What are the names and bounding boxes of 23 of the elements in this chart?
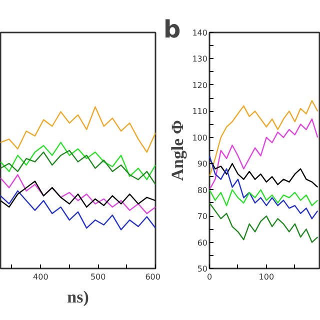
x-axis-title: ns) [67,288,89,306]
x-tick-label: 100 [258,272,274,282]
y-tick-label: 50 [197,264,208,274]
y-tick-label: 110 [192,107,208,116]
x-tick-label: 0 [206,272,212,282]
y-tick-label: 70 [197,212,208,222]
line-series [210,118,318,190]
y-tick-label: 120 [192,80,208,90]
line-series [210,202,318,243]
y-tick-label: 90 [197,160,208,169]
line-series [210,155,318,220]
y-tick-label: 80 [197,186,208,195]
line-series [210,189,318,206]
line-series [210,100,318,178]
y-tick-label: 130 [192,54,208,64]
text: b [164,16,181,44]
x-tick-label: 600 [145,272,161,282]
y-axis-title: Angle Φ [168,120,188,181]
y-tick-label: 60 [197,238,208,248]
x-tick-label: 500 [90,272,106,282]
y-tick-label: 140 [192,28,208,38]
y-tick-label: 100 [192,133,208,142]
x-tick-label: 400 [33,272,48,282]
